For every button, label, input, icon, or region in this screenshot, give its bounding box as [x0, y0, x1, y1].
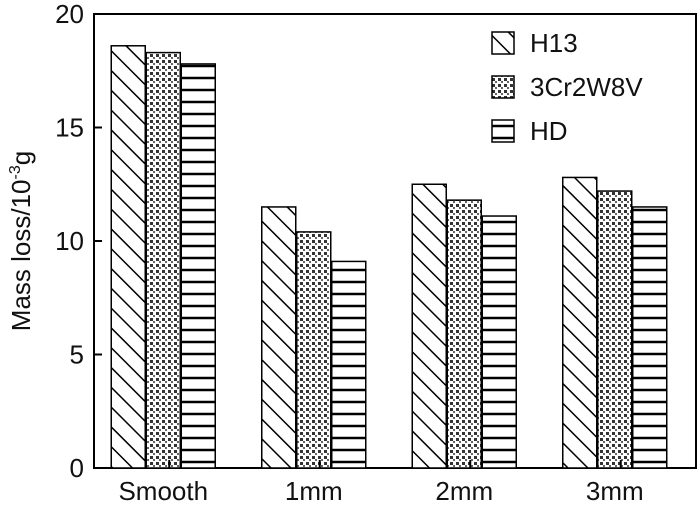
bar-hd-2mm [481, 215, 517, 469]
bar-h13-2mm [411, 183, 447, 469]
bar-3cr2w8v-1mm [296, 231, 332, 469]
bar-h13-3mm [562, 176, 598, 469]
legend-label-h13: H13 [530, 28, 578, 58]
y-axis: 0 5 10 15 20 [55, 0, 102, 483]
y-tick-label: 10 [55, 226, 84, 256]
x-tick-label: 1mm [285, 476, 343, 506]
x-tick-label: 3mm [586, 476, 644, 506]
x-tick-label: 2mm [435, 476, 493, 506]
legend: H13 3Cr2W8V HD [491, 28, 643, 146]
bar-hd-3mm [632, 206, 668, 469]
legend-label-hd: HD [530, 116, 568, 146]
legend-swatch-h13 [491, 31, 515, 55]
y-tick-label: 15 [55, 113, 84, 143]
bar-h13-smooth [110, 45, 146, 469]
y-axis-label-main: Mass loss/10 [6, 179, 36, 331]
bar-3cr2w8v-3mm [597, 190, 633, 469]
bar-hd-smooth [180, 63, 216, 469]
y-tick-label: 0 [70, 453, 84, 483]
bar-3cr2w8v-smooth [145, 51, 181, 469]
bars [110, 45, 668, 469]
bar-3cr2w8v-2mm [446, 199, 482, 469]
x-tick-label: Smooth [118, 476, 208, 506]
y-tick-label: 5 [70, 340, 84, 370]
bar-h13-1mm [261, 206, 297, 469]
y-axis-label: Mass loss/10-3g [6, 151, 36, 331]
x-axis: Smooth 1mm 2mm 3mm [118, 460, 644, 506]
y-axis-label-unit: g [6, 151, 36, 165]
bar-hd-1mm [331, 260, 367, 469]
legend-swatch-3cr2w8v [491, 75, 515, 99]
legend-swatch-hd [491, 119, 515, 143]
legend-label-3cr2w8v: 3Cr2W8V [530, 72, 643, 102]
y-tick-label: 20 [55, 0, 84, 29]
y-axis-label-superscript: -3 [7, 165, 24, 179]
